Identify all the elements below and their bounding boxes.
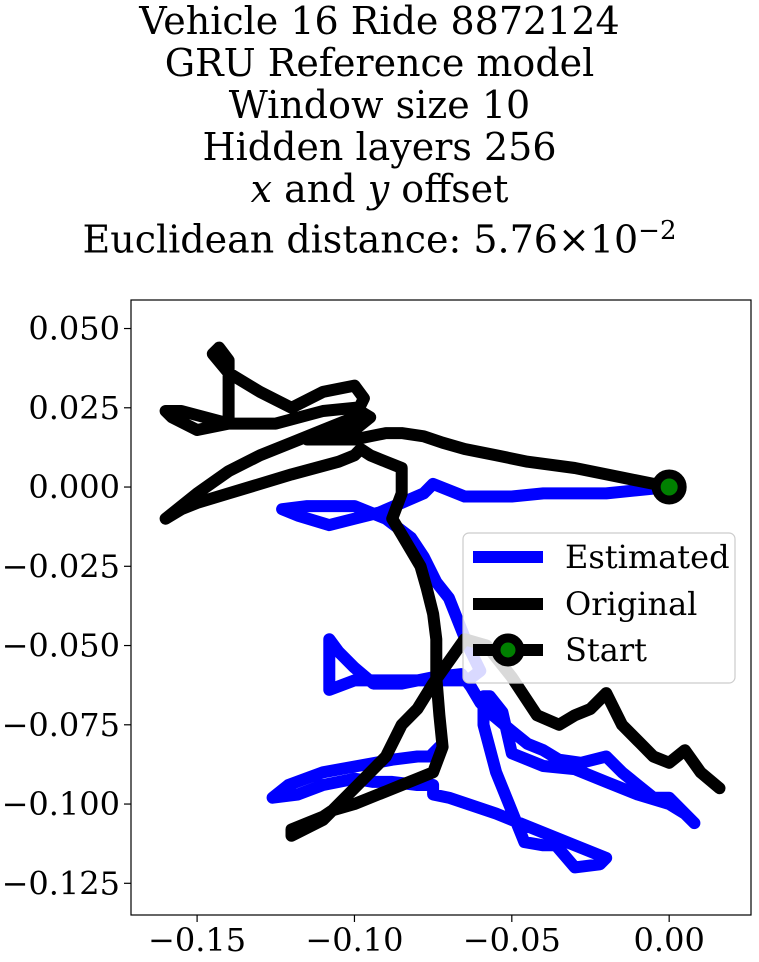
title-line-2: GRU Reference model [164,41,595,85]
title-line-1: Vehicle 16 Ride 8872124 [139,0,620,43]
ticks-layer: −0.15 −0.10 −0.05 0.00 0.050 0.025 0.000 −0.025… [2,310,705,959]
legend: Estimated Original Start [462,532,736,684]
title-and: and [272,167,368,211]
y-tick-label: −0.100 [2,785,120,823]
y-tick-label: −0.050 [2,627,120,665]
title-offset: offset [389,167,509,211]
y-tick-label: 0.025 [28,389,120,427]
legend-label-estimated: Estimated [565,538,730,576]
title-line-3: Window size 10 [228,83,531,127]
chart-title: Vehicle 16 Ride 8872124 GRU Reference mo… [0,0,759,261]
title-base: 10 [589,217,639,262]
title-distance: Euclidean distance: 5.76 [82,217,558,262]
y-tick-label: −0.075 [2,706,120,744]
legend-label-original: Original [565,585,697,623]
legend-start-marker [491,633,525,667]
x-tick-label: 0.00 [634,921,705,959]
title-x-var: x [250,167,273,211]
start-marker [651,469,687,505]
title-times: × [557,217,590,262]
series-original-line [159,341,726,842]
plot-frame [130,299,752,916]
x-tick-label: −0.15 [148,921,246,959]
series-layer [159,341,726,874]
series-estimated-line [266,477,701,874]
y-tick-label: −0.025 [2,547,120,585]
title-y-var: y [367,167,390,211]
legend-label-start: Start [565,631,647,669]
x-tick-label: −0.05 [463,921,561,959]
x-tick-label: −0.10 [305,921,403,959]
title-exponent: −2 [638,216,677,246]
title-line-6: Euclidean distance: 5.76×10−2 [0,210,759,261]
title-line-5: x and y offset [0,168,759,210]
y-tick-label: 0.050 [28,310,120,348]
title-line-4: Hidden layers 256 [202,125,557,169]
y-tick-label: −0.125 [2,864,120,902]
y-tick-label: 0.000 [28,468,120,506]
